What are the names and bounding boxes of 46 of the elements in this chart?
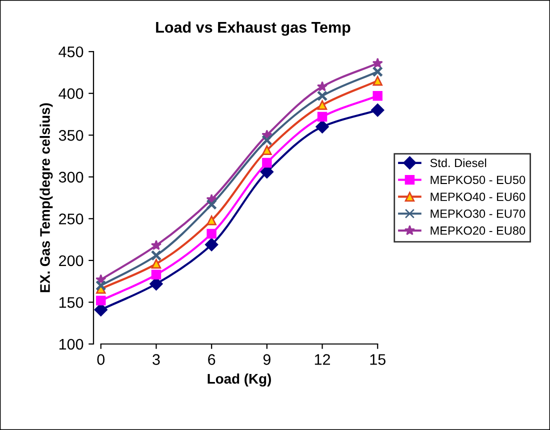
y-tick-label: 200 [59, 255, 84, 266]
point [204, 238, 218, 252]
y-tick-label: 350 [58, 130, 84, 141]
point [150, 250, 162, 261]
point [151, 270, 162, 280]
y-tick-label: 100 [59, 338, 84, 350]
point [96, 296, 106, 306]
point [151, 258, 162, 269]
point [372, 91, 382, 101]
y-tick-label: 400 [58, 88, 84, 100]
point [372, 66, 384, 78]
x-tick-label: 9 [263, 354, 270, 365]
legend-label: MEPKO40 - EU60 [430, 192, 526, 201]
point [316, 81, 328, 92]
chart-title: Load vs Exhaust gas Temp [156, 22, 350, 36]
point [206, 199, 217, 210]
point [94, 303, 108, 316]
y-tick-label: 150 [59, 297, 84, 308]
y-tick-label: 250 [59, 214, 84, 224]
y-tick-label: 300 [58, 172, 84, 183]
x-axis-title: Load (Kg) [208, 374, 271, 387]
point [95, 280, 106, 291]
point [206, 215, 216, 226]
x-tick-label: 0 [97, 354, 105, 365]
legend-label: MEPKO30 - EU70 [430, 210, 526, 218]
x-tick-label: 3 [152, 354, 160, 365]
point [317, 112, 328, 122]
point [372, 58, 383, 68]
y-axis-title: EX. Gas Temp(degre celsius) [40, 103, 53, 292]
point [316, 90, 328, 102]
point [372, 76, 382, 86]
point [316, 120, 329, 134]
y-tick-label: 450 [58, 46, 84, 58]
legend-label: MEPKO20 - EU80 [430, 226, 526, 235]
x-tick-label: 15 [370, 354, 386, 365]
legend-label: Std. Diesel [430, 158, 486, 168]
point [371, 103, 384, 117]
point [262, 145, 272, 156]
x-tick-label: 6 [208, 354, 216, 365]
x-tick-label: 12 [314, 354, 330, 365]
point [317, 100, 328, 110]
point [262, 134, 272, 146]
legend-label: MEPKO50 - EU50 [430, 176, 526, 184]
point [206, 228, 216, 239]
point [150, 240, 162, 250]
point [262, 158, 272, 168]
